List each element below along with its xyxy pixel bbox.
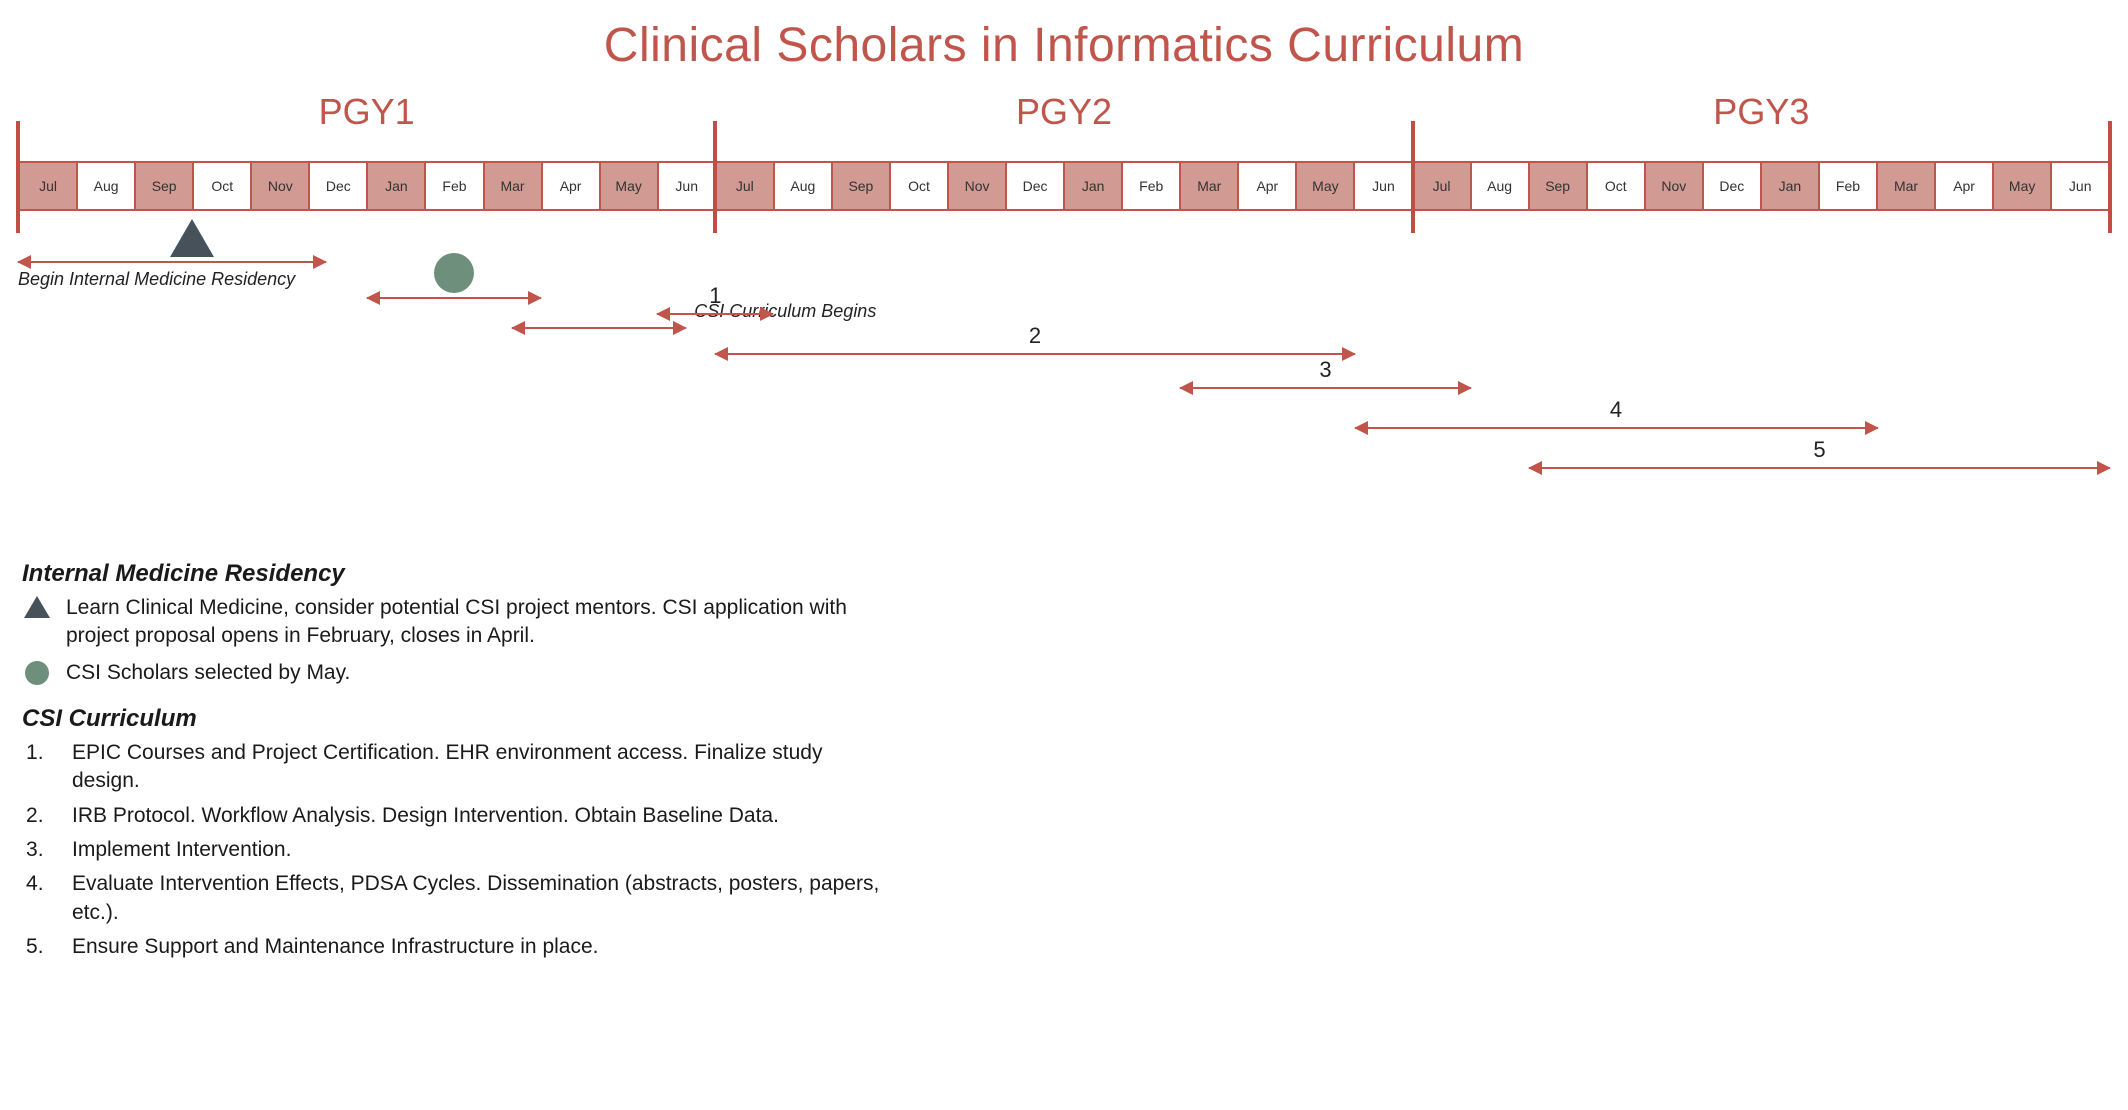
month-cell: Nov	[252, 163, 310, 209]
month-cell: Oct	[1588, 163, 1646, 209]
month-cell: Jun	[2052, 163, 2110, 209]
month-cell: Mar	[1181, 163, 1239, 209]
month-cell: Apr	[1239, 163, 1297, 209]
span-arrow	[1529, 467, 2110, 469]
csi-list-item: Implement Intervention.	[22, 836, 882, 864]
year-label: PGY2	[1016, 91, 1112, 133]
span-arrow	[512, 327, 686, 329]
span-number: 4	[1610, 397, 1622, 423]
month-row: JulAugSepOctNovDecJanFebMarAprMayJunJulA…	[18, 161, 2110, 211]
span-number: 5	[1813, 437, 1825, 463]
markers-layer: Begin Internal Medicine Residency CSI Cur…	[18, 217, 2110, 537]
legend: Internal Medicine Residency Learn Clinic…	[22, 560, 882, 967]
span-arrow	[715, 353, 1354, 355]
legend-row: CSI Scholars selected by May.	[22, 659, 882, 687]
month-cell: Mar	[1878, 163, 1936, 209]
circle-marker	[434, 253, 474, 293]
csi-list-item: IRB Protocol. Workflow Analysis. Design …	[22, 802, 882, 830]
month-cell: Dec	[310, 163, 368, 209]
month-cell: Jun	[1355, 163, 1413, 209]
span-arrow	[1180, 387, 1471, 389]
legend-text: Learn Clinical Medicine, consider potent…	[66, 594, 882, 651]
month-cell: Sep	[833, 163, 891, 209]
page-title: Clinical Scholars in Informatics Curricu…	[0, 0, 2128, 73]
month-cell: May	[1297, 163, 1355, 209]
month-cell: Aug	[1472, 163, 1530, 209]
year-labels-row: PGY1 PGY2 PGY3	[0, 91, 2128, 151]
timeline: JulAugSepOctNovDecJanFebMarAprMayJunJulA…	[18, 155, 2110, 217]
month-cell: Nov	[1646, 163, 1704, 209]
month-cell: Oct	[194, 163, 252, 209]
month-cell: Feb	[1820, 163, 1878, 209]
span-number: 1	[709, 283, 721, 309]
month-cell: Jul	[1414, 163, 1472, 209]
month-cell: Mar	[485, 163, 543, 209]
month-cell: Aug	[775, 163, 833, 209]
month-cell: Feb	[1123, 163, 1181, 209]
month-cell: Jul	[18, 163, 78, 209]
legend-residency-title: Internal Medicine Residency	[22, 560, 882, 588]
month-cell: Jan	[1065, 163, 1123, 209]
month-cell: Sep	[1530, 163, 1588, 209]
circle-icon	[25, 661, 49, 685]
month-cell: Jul	[717, 163, 775, 209]
month-cell: May	[601, 163, 659, 209]
triangle-marker	[170, 219, 214, 257]
month-cell: Apr	[1936, 163, 1994, 209]
year-label: PGY3	[1713, 91, 1809, 133]
span-arrow	[1355, 427, 1878, 429]
month-cell: Dec	[1704, 163, 1762, 209]
month-cell: Aug	[78, 163, 136, 209]
span-label: CSI Curriculum Begins	[694, 301, 876, 322]
month-cell: Apr	[543, 163, 601, 209]
month-cell: Feb	[426, 163, 484, 209]
csi-list-item: EPIC Courses and Project Certification. …	[22, 739, 882, 796]
span-arrow	[367, 297, 541, 299]
legend-row: Learn Clinical Medicine, consider potent…	[22, 594, 882, 651]
month-cell: Jan	[368, 163, 426, 209]
year-label: PGY1	[319, 91, 415, 133]
month-cell: Sep	[136, 163, 194, 209]
month-cell: May	[1994, 163, 2052, 209]
csi-list-item: Evaluate Intervention Effects, PDSA Cycl…	[22, 870, 882, 927]
csi-list-item: Ensure Support and Maintenance Infrastru…	[22, 933, 882, 961]
span-arrow	[18, 261, 326, 263]
legend-text: CSI Scholars selected by May.	[66, 659, 350, 687]
month-cell: Jun	[659, 163, 717, 209]
span-number: 3	[1319, 357, 1331, 383]
month-cell: Nov	[949, 163, 1007, 209]
legend-csi-title: CSI Curriculum	[22, 705, 882, 733]
triangle-icon	[24, 596, 50, 618]
span-arrow	[657, 313, 773, 315]
month-cell: Oct	[891, 163, 949, 209]
month-cell: Dec	[1007, 163, 1065, 209]
span-label: Begin Internal Medicine Residency	[18, 269, 295, 290]
csi-list: EPIC Courses and Project Certification. …	[22, 739, 882, 961]
span-number: 2	[1029, 323, 1041, 349]
month-cell: Jan	[1762, 163, 1820, 209]
